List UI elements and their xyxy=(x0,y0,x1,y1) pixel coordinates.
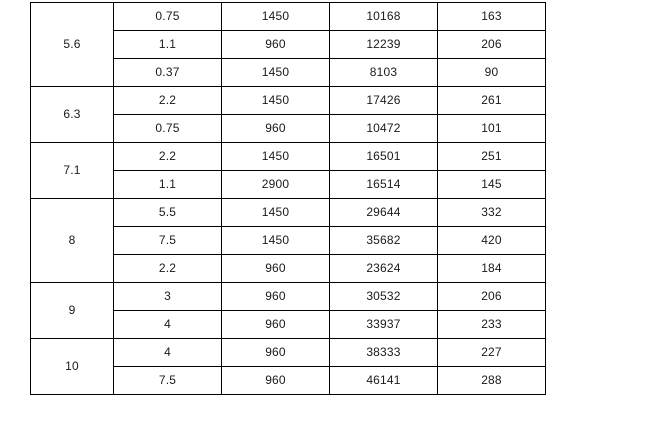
cell-power: 1.1 xyxy=(113,170,222,199)
table-row: 8 5.5 1450 29644 332 xyxy=(30,198,546,283)
cell-power: 5.5 xyxy=(113,198,222,227)
group-label-cell: 10 xyxy=(30,338,114,395)
cell-value2: 420 xyxy=(437,226,546,255)
cell-value2: 206 xyxy=(437,282,546,311)
cell-speed: 1450 xyxy=(221,2,330,31)
cell-value1: 16514 xyxy=(329,170,438,199)
cell-speed: 960 xyxy=(221,338,330,367)
cell-power: 4 xyxy=(113,338,222,367)
table-row: 7.5 960 46141 288 xyxy=(31,366,546,395)
cell-value2: 288 xyxy=(437,366,546,395)
motor-specification-table: 5.6 0.75 1450 10168 163 1.1 960 12239 206 0.37 145… xyxy=(30,2,546,395)
cell-value2: 261 xyxy=(437,86,546,115)
cell-value2: 163 xyxy=(437,2,546,31)
cell-power: 0.75 xyxy=(113,2,222,31)
cell-power: 0.75 xyxy=(113,114,222,143)
cell-speed: 960 xyxy=(221,114,330,143)
cell-speed: 2900 xyxy=(221,170,330,199)
cell-value2: 101 xyxy=(437,114,546,143)
cell-speed: 960 xyxy=(221,310,330,339)
table-row: 2.2 960 23624 184 xyxy=(31,254,546,283)
cell-speed: 1450 xyxy=(221,58,330,87)
cell-speed: 960 xyxy=(221,366,330,395)
table-body: 5.6 0.75 1450 10168 163 1.1 960 12239 206 0.37 145… xyxy=(30,2,546,395)
cell-power: 7.5 xyxy=(113,366,222,395)
table-row: 1.1 960 12239 206 xyxy=(31,30,546,59)
table-row: 5.6 0.75 1450 10168 163 xyxy=(30,2,546,87)
cell-value1: 10168 xyxy=(329,2,438,31)
cell-value1: 38333 xyxy=(329,338,438,367)
group-label-cell: 7.1 xyxy=(30,142,114,199)
cell-value2: 227 xyxy=(437,338,546,367)
cell-value1: 10472 xyxy=(329,114,438,143)
cell-value2: 251 xyxy=(437,142,546,171)
table-row: 10 4 960 38333 227 xyxy=(30,338,546,395)
cell-speed: 1450 xyxy=(221,86,330,115)
cell-value1: 8103 xyxy=(329,58,438,87)
table-row: 0.37 1450 8103 90 xyxy=(31,58,546,87)
cell-value2: 233 xyxy=(437,310,546,339)
cell-value2: 184 xyxy=(437,254,546,283)
cell-value2: 145 xyxy=(437,170,546,199)
cell-value2: 90 xyxy=(437,58,546,87)
cell-speed: 960 xyxy=(221,30,330,59)
cell-speed: 1450 xyxy=(221,226,330,255)
cell-value1: 12239 xyxy=(329,30,438,59)
cell-value1: 46141 xyxy=(329,366,438,395)
cell-speed: 1450 xyxy=(221,142,330,171)
cell-value2: 332 xyxy=(437,198,546,227)
cell-power: 0.37 xyxy=(113,58,222,87)
table-row: 0.75 960 10472 101 xyxy=(31,114,546,143)
cell-value2: 206 xyxy=(437,30,546,59)
cell-power: 2.2 xyxy=(113,254,222,283)
cell-value1: 23624 xyxy=(329,254,438,283)
cell-value1: 29644 xyxy=(329,198,438,227)
table-row: 9 3 960 30532 206 xyxy=(30,282,546,339)
cell-speed: 960 xyxy=(221,282,330,311)
cell-value1: 33937 xyxy=(329,310,438,339)
cell-power: 2.2 xyxy=(113,86,222,115)
table-row: 6.3 2.2 1450 17426 261 xyxy=(30,86,546,143)
cell-power: 1.1 xyxy=(113,30,222,59)
cell-value1: 30532 xyxy=(329,282,438,311)
cell-power: 7.5 xyxy=(113,226,222,255)
group-label-cell: 6.3 xyxy=(30,86,114,143)
table-row: 4 960 33937 233 xyxy=(31,310,546,339)
cell-speed: 1450 xyxy=(221,198,330,227)
cell-value1: 35682 xyxy=(329,226,438,255)
table-row: 7.1 2.2 1450 16501 251 xyxy=(30,142,546,199)
cell-power: 3 xyxy=(113,282,222,311)
cell-speed: 960 xyxy=(221,254,330,283)
cell-value1: 17426 xyxy=(329,86,438,115)
group-label-cell: 8 xyxy=(30,198,114,283)
cell-power: 4 xyxy=(113,310,222,339)
group-label-cell: 9 xyxy=(30,282,114,339)
cell-power: 2.2 xyxy=(113,142,222,171)
group-label-cell: 5.6 xyxy=(30,2,114,87)
table-row: 1.1 2900 16514 145 xyxy=(31,170,546,199)
cell-value1: 16501 xyxy=(329,142,438,171)
